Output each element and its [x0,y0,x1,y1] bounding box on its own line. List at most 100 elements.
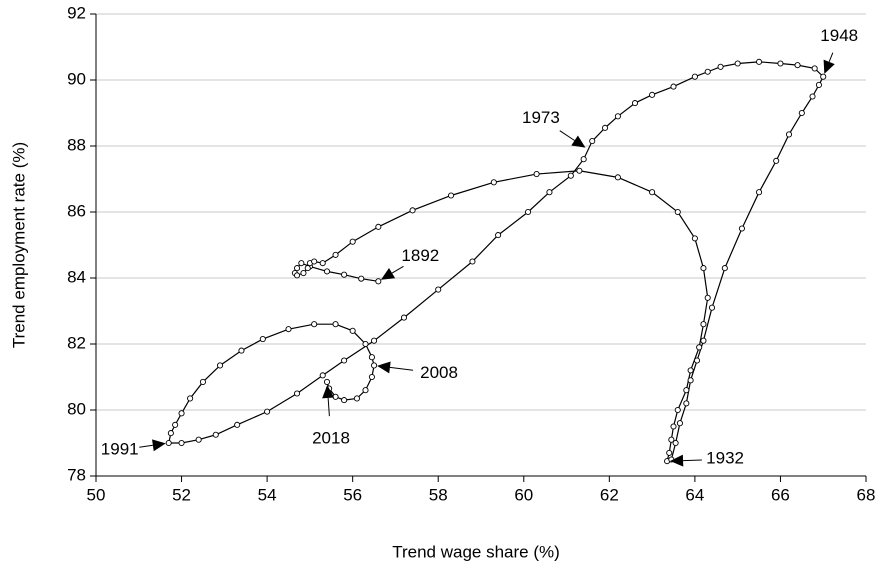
data-point [670,83,677,90]
annotation-label: 1948 [820,26,858,45]
data-point [212,431,219,438]
data-point [668,436,675,443]
data-point [341,397,348,404]
x-axis-label: Trend wage share (%) [392,542,560,561]
data-point [298,260,305,267]
data-point [375,278,382,285]
data-point [400,314,408,321]
data-point [602,124,609,131]
data-point [362,340,369,348]
data-point [676,420,683,427]
data-point [672,439,679,447]
data-point [794,62,801,69]
annotation-label: 1991 [101,439,139,458]
x-tick-label: 62 [600,485,619,504]
data-line [167,61,824,463]
annotation-arrow-head [380,267,396,280]
y-tick-label: 78 [67,465,86,484]
x-tick-label: 50 [87,485,106,504]
annotation-label: 1932 [706,449,744,468]
data-point [371,362,378,369]
data-point [319,372,326,379]
data-point [756,189,763,196]
data-point [341,357,348,364]
y-tick-label: 90 [67,69,86,88]
annotation-arrow-head [152,439,166,452]
data-point [311,258,318,265]
annotation-label: 2018 [312,428,350,447]
data-point [311,321,318,328]
x-tick-label: 58 [429,485,448,504]
data-point [811,65,818,72]
data-point [178,410,185,417]
data-point [696,344,703,351]
data-point [683,400,690,407]
annotation-label: 2008 [420,363,458,382]
annotation-label: 1973 [522,108,560,127]
data-point [217,362,224,369]
x-tick-label: 64 [685,485,704,504]
annotation-arrow-line [683,459,702,462]
x-tick-label: 52 [172,485,191,504]
data-point [687,367,694,374]
data-point [649,91,656,98]
data-point [700,321,707,328]
data-point [721,265,728,272]
data-point [368,373,375,381]
y-tick-label: 80 [67,399,86,418]
y-tick-label: 92 [67,3,86,22]
y-tick-label: 84 [67,267,86,286]
data-point [815,81,822,88]
data-point [734,60,741,67]
data-point [683,387,690,394]
data-point [589,137,596,145]
data-point [700,265,707,272]
data-point [300,269,307,277]
data-point [409,207,416,214]
data-point [332,321,339,328]
data-point [700,337,707,344]
data-point [371,337,378,344]
data-point [294,272,301,279]
data-point [323,268,331,275]
data-point [195,436,202,443]
annotation-arrow-line [327,397,330,417]
data-point [358,275,365,282]
annotation-label: 1892 [401,246,439,265]
data-point [332,393,339,400]
x-tick-label: 56 [343,485,362,504]
data-point [777,60,784,67]
data-point [756,58,763,65]
data-point [165,439,172,447]
x-tick-label: 60 [514,485,533,504]
data-point [704,68,711,75]
data-point [178,439,185,447]
data-point [259,335,266,343]
data-point [349,327,356,334]
data-point [773,157,780,164]
data-point [691,235,698,242]
data-point [349,238,356,245]
data-point [362,387,369,394]
annotation-arrow-line [828,52,834,63]
data-point [546,189,553,196]
data-point [631,100,639,107]
data-point [580,156,587,163]
data-point [353,395,360,402]
annotation-arrow-head [377,361,391,374]
data-point [708,304,716,311]
data-point [687,377,694,384]
y-tick-label: 88 [67,135,86,154]
data-point [691,73,698,80]
data-point [674,208,681,216]
x-tick-label: 54 [258,485,277,504]
data-point [187,395,194,402]
data-point [323,378,331,386]
data-point [332,251,339,258]
data-point [670,423,677,430]
annotation-arrow-line [139,444,153,448]
data-point [469,258,476,265]
data-point [234,421,241,428]
data-point [666,449,673,456]
